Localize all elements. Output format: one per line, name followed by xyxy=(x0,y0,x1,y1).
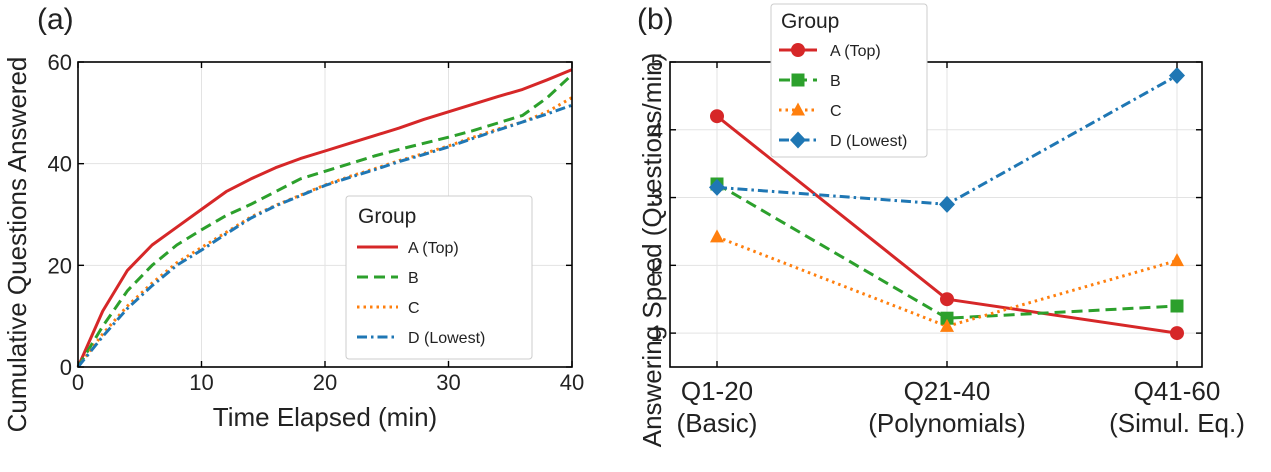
tick-label-y-0: 0 xyxy=(60,355,72,380)
tick-label-y-1: 1 xyxy=(651,321,663,346)
series-line-b xyxy=(716,182,1178,320)
tick-label-y-2: 2 xyxy=(651,253,663,278)
tick-label-y-3: 3 xyxy=(651,186,663,211)
tick-label-y-5: 5 xyxy=(651,50,663,75)
tick-label-x-1-line-1: (Polynomials) xyxy=(868,408,1026,438)
data-point-c-1 xyxy=(940,318,954,332)
tick-label-y-4: 4 xyxy=(651,118,663,143)
legend-label-d-lowest: D (Lowest) xyxy=(830,133,907,150)
tick-label-x-30: 30 xyxy=(436,370,460,395)
data-point-c-0 xyxy=(710,229,724,243)
y-axis-label: Cumulative Questions Answered xyxy=(2,57,32,433)
data-point-a-top-0 xyxy=(710,109,724,124)
legend-label-b: B xyxy=(830,73,841,90)
tick-label-x-0: 0 xyxy=(72,370,84,395)
tick-label-x-0-line-1: (Basic) xyxy=(677,408,758,438)
data-point-b-1 xyxy=(940,311,954,325)
plot-frame xyxy=(669,61,1203,368)
legend-label-a-top: A (Top) xyxy=(830,43,881,60)
series-line-d-lowest xyxy=(76,103,573,368)
data-point-d-lowest-0 xyxy=(709,178,725,196)
legend: Group A (Top) BC D (Lowest) xyxy=(345,195,533,360)
legend-marker-b xyxy=(791,73,805,87)
legend-marker-c xyxy=(791,102,805,116)
legend-label-c: C xyxy=(408,300,420,317)
tick-label-x-10: 10 xyxy=(189,370,213,395)
data-point-a-top-1 xyxy=(940,292,954,307)
legend-label-d-lowest: D (Lowest) xyxy=(408,330,485,347)
legend-marker-d-lowest xyxy=(790,131,806,149)
legend-title: Group xyxy=(358,205,416,228)
tick-label-y-20: 20 xyxy=(48,253,72,278)
y-axis-label: Answering Speed (Questions/min) xyxy=(637,53,667,448)
tick-label-y-60: 60 xyxy=(48,50,72,75)
legend-label-c: C xyxy=(830,103,842,120)
tick-label-x-0-line-0: Q1-20 xyxy=(681,376,753,406)
legend-box xyxy=(770,3,928,158)
legend-title: Group xyxy=(781,10,839,33)
data-point-b-2 xyxy=(1170,299,1184,313)
data-point-d-lowest-2 xyxy=(1169,67,1185,85)
panel-b: Q1-20(Basic) Q21-40(Polynomials) Q41-60(Si… xyxy=(637,3,1245,447)
series-line-a-top xyxy=(76,68,573,368)
tick-label-x-2-line-1: (Simul. Eq.) xyxy=(1109,408,1245,438)
panel-label: (a) xyxy=(37,3,74,36)
tick-label-x-20: 20 xyxy=(313,370,337,395)
tick-label-x-2-line-0: Q41-60 xyxy=(1134,376,1221,406)
data-point-c-2 xyxy=(1170,253,1184,267)
data-point-d-lowest-1 xyxy=(939,195,955,213)
data-point-a-top-2 xyxy=(1170,326,1184,341)
x-axis-label: Time Elapsed (min) xyxy=(213,402,437,432)
panel-label: (b) xyxy=(637,3,674,36)
tick-label-y-40: 40 xyxy=(48,152,72,177)
panel-a: 0 10 20 30 40 0 20 40 60 Time Elapsed (min) Cumula… xyxy=(2,3,584,432)
tick-label-x-40: 40 xyxy=(560,370,584,395)
series-line-b xyxy=(76,73,574,368)
legend-label-a-top: A (Top) xyxy=(408,240,459,257)
legend-label-b: B xyxy=(408,270,419,287)
legend: Group A (Top) BC D (Lowest) xyxy=(770,3,928,158)
legend-marker-a-top xyxy=(791,43,805,57)
legend-box xyxy=(345,195,533,360)
tick-label-x-1-line-0: Q21-40 xyxy=(904,376,991,406)
